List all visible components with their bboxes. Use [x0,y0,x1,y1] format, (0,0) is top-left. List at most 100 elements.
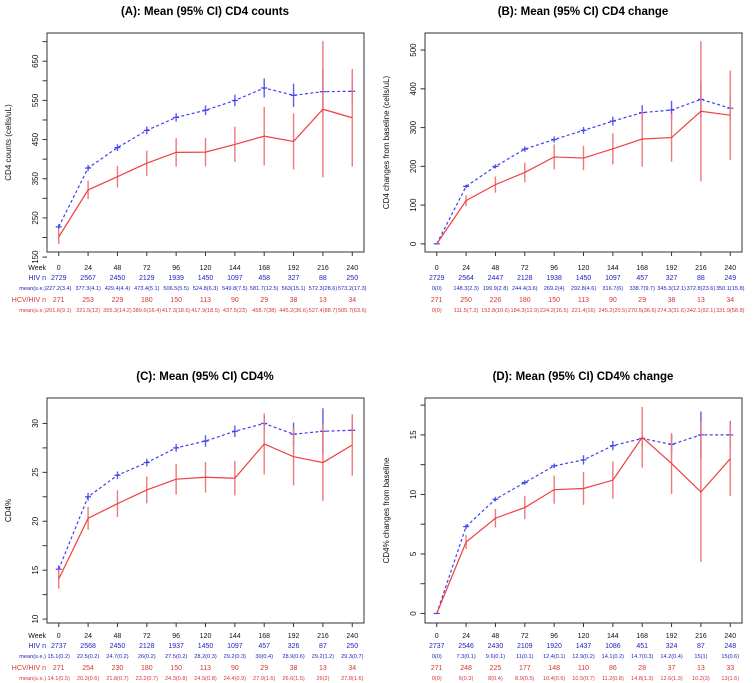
y-tick-label: 0 [409,241,418,246]
table-cell: 355.3(14.2) [103,308,132,314]
y-tick-label: 400 [409,82,418,96]
table-cell: 2109 [517,643,533,650]
table-cell: 524.8(6.3) [193,286,219,292]
table-cell: 221.4(16) [572,308,596,314]
summary-table: Week 0 24 48 72 96 120 144 168 192 216 240 HIV n 2729… [12,265,367,314]
table-cell: 316.7(6) [602,286,623,292]
table-cell: 27.9(1.6) [253,676,276,682]
table-cell: 2128 [517,275,533,282]
table-cell: 225 [490,665,502,672]
panel-d-cd4-percent-change: (D): Mean (95% CI) CD4% change 0 5 10 15 CD4… [382,371,743,682]
table-cell: 168 [258,265,270,272]
series-hcv-hiv [436,406,731,614]
table-cell: 338.7(9.7) [629,286,655,292]
table-cell: 417.9(18.5) [191,308,220,314]
axes: 0 5 10 15 CD4% changes from baseline [382,397,743,627]
table-cell: 29 [260,665,268,672]
table-row: HCV/HIV n 271 253 229 180 150 113 90 29 38 13 34 [12,297,356,304]
table-cell: 0 [57,265,61,272]
table-row-label: Week [28,633,46,640]
mean-line [436,436,731,614]
mean-line [58,108,353,238]
table-cell: 292.8(4.6) [571,286,597,292]
table-cell: 6(0.3) [459,676,474,682]
table-cell: 34 [348,665,356,672]
table-cell: 458 [258,275,270,282]
table-cell: 2430 [488,643,504,650]
table-cell: 72 [521,265,529,272]
y-tick-label: 25 [31,467,40,476]
table-cell: 180 [141,665,153,672]
table-cell: 1450 [198,275,214,282]
panel-c-title: (C): Mean (95% CI) CD4% [136,371,273,383]
table-row: 2737 2546 2430 2109 1920 1437 1086 451 324 87 248 [429,643,736,650]
panel-a-cd4-counts: (A): Mean (95% CI) CD4 counts 150 250 350 4… [4,6,367,314]
table-cell: 417.3(18.6) [162,308,191,314]
table-cell: 244.4(3.6) [512,286,538,292]
table-cell: 2568 [80,643,96,650]
table-cell: 11.2(0.8) [602,676,624,682]
table-cell: 26.6(1.5) [282,676,305,682]
table-cell: 144 [607,633,619,640]
table-cell: 199.9(2.8) [483,286,509,292]
table-cell: 473.4(5.1) [134,286,160,292]
table-row: 0 24 48 72 96 120 144 168 192 216 240 [435,633,736,640]
table-cell: 2546 [458,643,474,650]
mean-line [58,443,353,580]
table-cell: 28 [638,665,646,672]
table-cell: 21.8(0.7) [106,676,129,682]
y-tick-label: 450 [31,132,40,146]
table-cell: 144 [229,265,241,272]
table-cell: 389.6(16.4) [132,308,161,314]
table-cell: 72 [143,265,151,272]
table-cell: 113 [200,297,211,304]
table-cell: 2450 [110,643,126,650]
table-cell: 2737 [51,643,67,650]
table-cell: 2729 [51,275,67,282]
table-cell: 120 [200,633,212,640]
table-cell: 563(15.1) [282,286,306,292]
table-row: 0(0) 148.3(2.3) 199.9(2.8) 244.4(3.6) 269.2(… [432,286,745,292]
mean-line [436,110,731,245]
table-cell: 377.3(4.1) [75,286,101,292]
table-cell: 48 [114,265,122,272]
table-cell: 152.8(10.6) [481,308,510,314]
table-cell: 150 [548,297,560,304]
y-tick-label: 200 [409,159,418,173]
table-row-label: HIV n [28,275,46,282]
table-cell: 1450 [576,275,592,282]
table-cell: 240 [724,265,736,272]
y-tick-label: 350 [31,172,40,186]
table-cell: 192 [288,265,300,272]
table-cell: 15(0.6) [721,654,739,660]
series-hiv [433,411,734,615]
y-tick-label: 20 [31,516,40,525]
summary-table: 0 24 48 72 96 120 144 168 192 216 240 2737 2546 2430 2… [429,633,739,682]
table-cell: 8.9(0.5) [515,676,534,682]
table-cell: 372.8(23.6) [687,286,716,292]
table-cell: 240 [346,633,358,640]
table-cell: 13(1.6) [721,676,739,682]
table-cell: 451 [636,643,648,650]
table-cell: 24.5(0.8) [194,676,217,682]
table-cell: 14.1(0.2) [602,654,625,660]
table-cell: 2737 [429,643,445,650]
table-cell: 34 [348,297,356,304]
table-cell: 271 [431,665,443,672]
table-cell: 192 [288,633,300,640]
table-cell: 240 [346,265,358,272]
table-cell: 350.1(15.8) [716,286,745,292]
mean-line [436,98,731,245]
table-cell: 13 [697,297,705,304]
table-cell: 29.2(0.3) [224,654,247,660]
table-cell: 87 [697,643,705,650]
table-cell: 13 [697,665,705,672]
table-cell: 113 [200,665,211,672]
table-cell: 29.3(0.7) [341,654,364,660]
table-row-label: mean(s.e.) [19,676,46,682]
table-cell: 96 [172,265,180,272]
summary-table: Week 0 24 48 72 96 120 144 168 192 216 240 HIV n 2737… [12,633,364,682]
table-cell: 2129 [139,275,155,282]
table-cell: 113 [578,297,589,304]
